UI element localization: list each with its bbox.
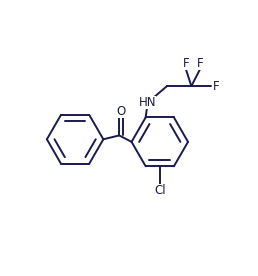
Text: HN: HN [139, 95, 157, 108]
Text: F: F [182, 57, 189, 70]
Text: Cl: Cl [154, 184, 166, 197]
Text: F: F [212, 79, 219, 92]
Text: O: O [116, 105, 126, 118]
Text: F: F [197, 57, 204, 70]
